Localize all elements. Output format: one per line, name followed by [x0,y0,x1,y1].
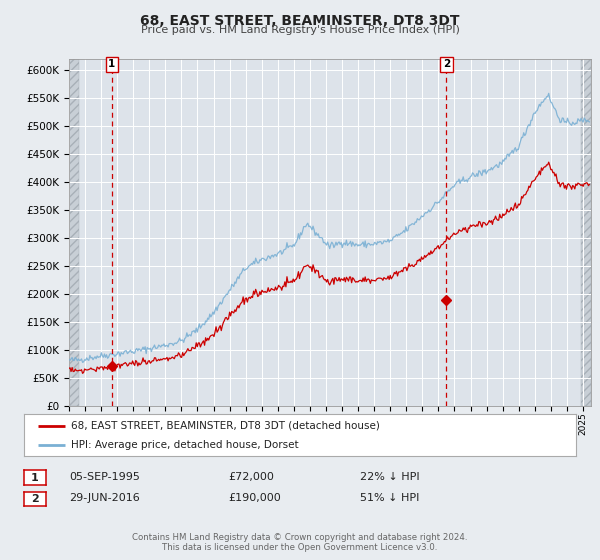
Text: 22% ↓ HPI: 22% ↓ HPI [360,472,419,482]
Text: Price paid vs. HM Land Registry's House Price Index (HPI): Price paid vs. HM Land Registry's House … [140,25,460,35]
Text: 1: 1 [108,59,116,69]
Text: £190,000: £190,000 [228,493,281,503]
Bar [69,59,79,406]
Text: £72,000: £72,000 [228,472,274,482]
Bar [581,59,591,406]
Text: 2: 2 [443,59,450,69]
Text: 68, EAST STREET, BEAMINSTER, DT8 3DT (detached house): 68, EAST STREET, BEAMINSTER, DT8 3DT (de… [71,421,380,431]
Text: 68, EAST STREET, BEAMINSTER, DT8 3DT: 68, EAST STREET, BEAMINSTER, DT8 3DT [140,14,460,28]
Text: This data is licensed under the Open Government Licence v3.0.: This data is licensed under the Open Gov… [163,543,437,552]
Text: HPI: Average price, detached house, Dorset: HPI: Average price, detached house, Dors… [71,440,299,450]
Text: 2: 2 [31,494,38,504]
Text: 1: 1 [31,473,38,483]
Text: 05-SEP-1995: 05-SEP-1995 [69,472,140,482]
Text: 51% ↓ HPI: 51% ↓ HPI [360,493,419,503]
Text: 29-JUN-2016: 29-JUN-2016 [69,493,140,503]
Text: Contains HM Land Registry data © Crown copyright and database right 2024.: Contains HM Land Registry data © Crown c… [132,533,468,542]
